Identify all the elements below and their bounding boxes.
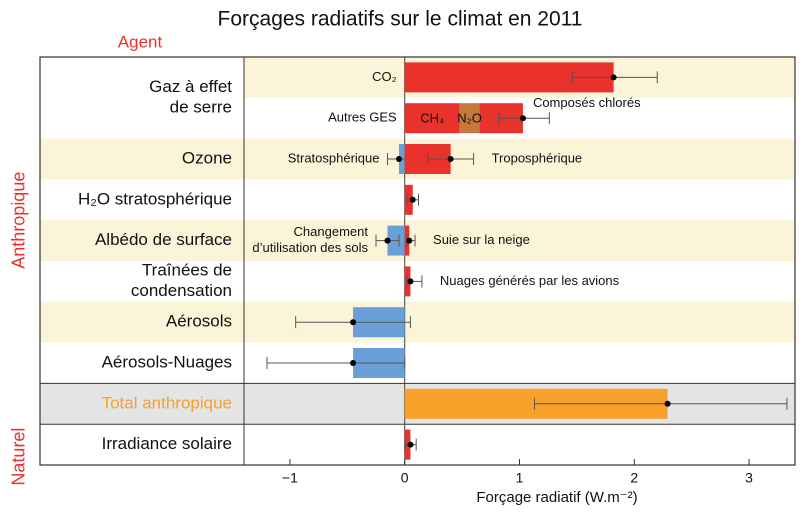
segment-label: Composés chlorés — [533, 95, 641, 110]
agent-label: Aérosols-Nuages — [102, 352, 232, 371]
group-label: Naturel — [9, 428, 29, 486]
agent-label: Aérosols — [166, 312, 232, 331]
bar-label: CO₂ — [372, 69, 397, 84]
estimate-dot — [447, 156, 454, 162]
agent-label: de serre — [170, 97, 232, 116]
grid-layer — [39, 56, 796, 466]
row-background — [40, 220, 795, 261]
x-tick-label: 2 — [630, 470, 638, 486]
agent-label: Irradiance solaire — [102, 434, 232, 453]
estimate-dot — [406, 237, 413, 244]
row-background — [40, 301, 795, 343]
marks-layer — [266, 62, 788, 460]
x-axis-title: Forçage radiatif (W.m⁻²) — [476, 489, 637, 506]
bar-segment — [459, 103, 480, 134]
agent-label: Albédo de surface — [95, 230, 232, 249]
estimate-dot — [519, 115, 526, 122]
bar-label: Troposphérique — [492, 150, 583, 165]
bar-label: Nuages générés par les avions — [440, 273, 620, 288]
agent-label: condensation — [131, 281, 232, 300]
x-tick-label: 3 — [745, 470, 753, 486]
agent-header: Agent — [118, 32, 163, 51]
agent-label: H₂O stratosphérique — [78, 189, 232, 208]
agent-label: Ozone — [182, 148, 232, 167]
estimate-dot — [409, 196, 416, 203]
bar-label: Stratosphérique — [288, 150, 380, 165]
text-layer: CO₂ CH₄ N₂O Composés chlorés Autres GES Gaz à… — [9, 69, 753, 486]
estimate-dot — [610, 74, 617, 81]
bg-layer — [40, 57, 795, 465]
row-background — [40, 424, 795, 465]
x-tick-label: −1 — [282, 470, 298, 486]
estimate-dot — [350, 360, 357, 366]
agent-label: Traînées de — [142, 261, 232, 280]
estimate-dot — [407, 278, 414, 285]
row-background — [40, 342, 795, 384]
group-label: Anthropique — [9, 172, 29, 269]
estimate-dot — [664, 400, 671, 407]
agent-label: Total anthropique — [102, 393, 232, 412]
segment-label: CH₄ — [420, 111, 444, 126]
estimate-dot — [350, 319, 357, 326]
segment-label: N₂O — [457, 111, 482, 126]
bar-label: Autres GES — [328, 110, 397, 125]
estimate-dot — [395, 156, 402, 162]
agent-label: Gaz à effet — [149, 77, 232, 96]
x-tick-label: 1 — [516, 470, 524, 486]
bar-label: Changement — [294, 224, 369, 239]
estimate-dot — [384, 237, 391, 244]
bar-label: d’utilisation des sols — [252, 240, 368, 255]
bar-label: Suie sur la neige — [433, 232, 530, 247]
estimate-dot — [407, 441, 414, 448]
plot-frame — [39, 56, 796, 466]
chart-title: Forçages radiatifs sur le climat en 2011 — [218, 8, 583, 31]
bar-segment — [404, 103, 460, 134]
x-tick-label: 0 — [401, 470, 409, 486]
